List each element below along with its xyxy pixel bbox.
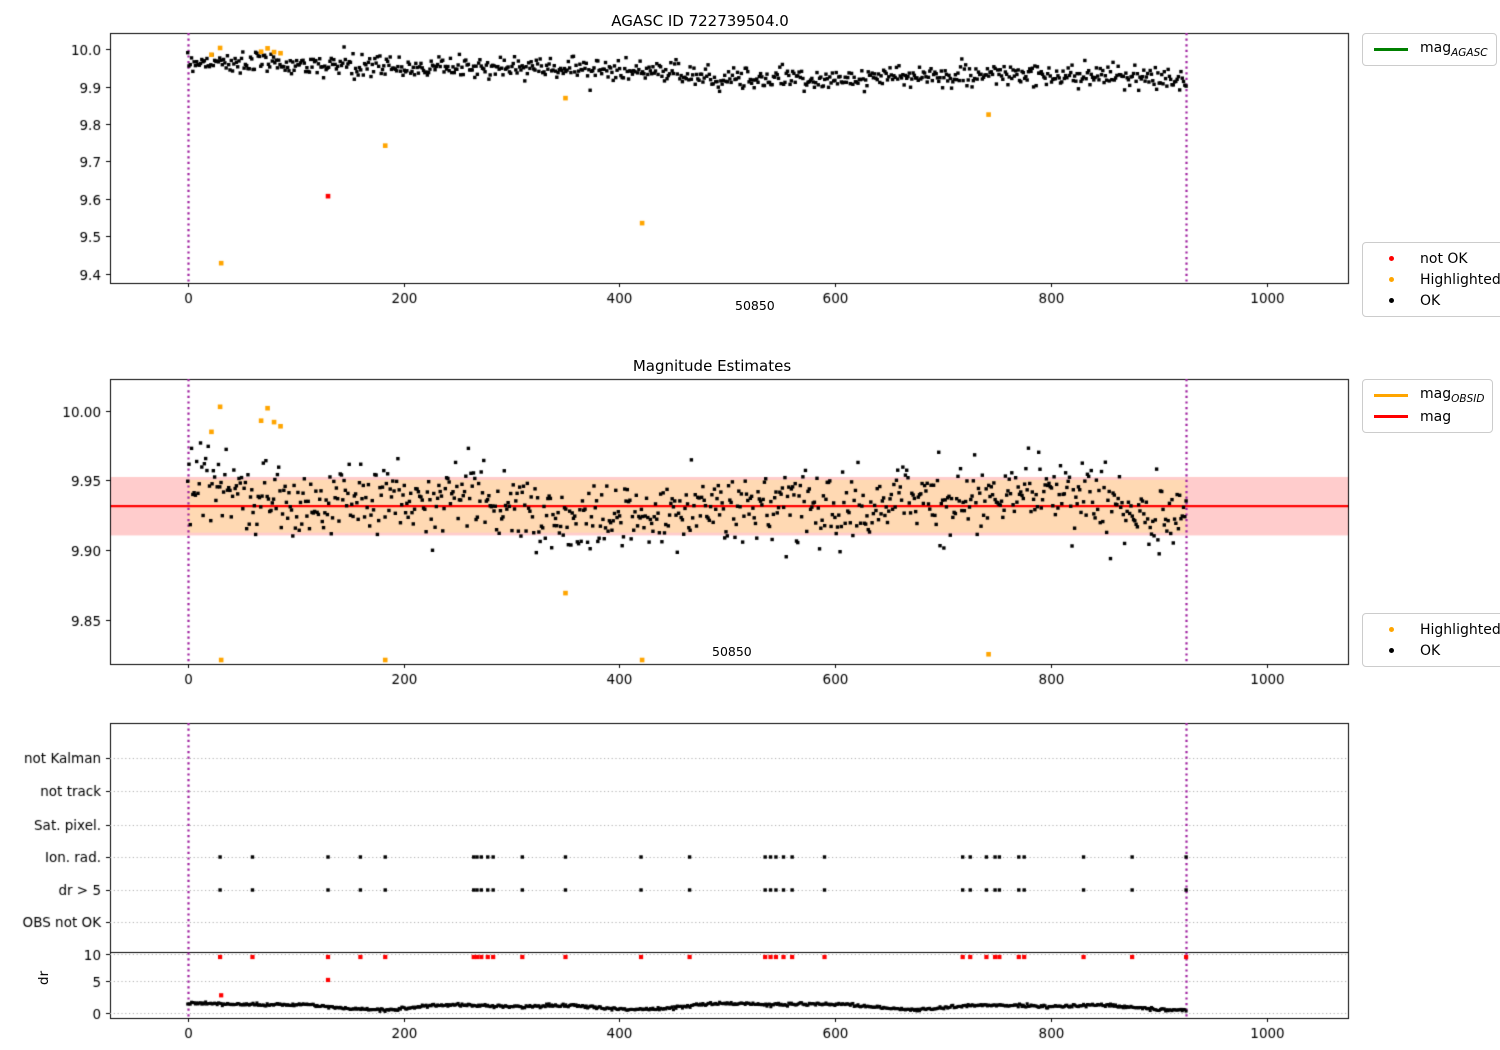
legend-line-swatch [1371,394,1411,397]
legend-dot-swatch [1371,256,1411,261]
legend-item-label: magOBSID [1420,386,1485,405]
legend-mag-lines[interactable]: magOBSID mag [1362,379,1494,433]
legend-item-mag: magAGASC [1371,39,1488,60]
legend-dot-icon [1388,277,1394,282]
legend-mag-agasc[interactable]: magAGASC [1362,33,1497,66]
legend-item-label: OK [1420,642,1441,659]
legend-item-mag: mag [1371,406,1484,427]
legend-item-mag: magOBSID [1371,385,1484,406]
legend-dot-icon [1388,256,1394,261]
legend-item-label: Highlighted [1420,271,1500,288]
legend-line-swatch [1371,48,1411,51]
legend-item-not-ok: not OK [1371,248,1500,269]
legend-item-label: magAGASC [1420,40,1488,59]
legend-dot-icon [1388,627,1394,632]
legend-dot-icon [1388,298,1394,303]
legend-dot-swatch [1371,298,1411,303]
legend-point-classes-bottom[interactable]: Highlighted OK [1362,613,1500,667]
legend-dot-swatch [1371,627,1411,632]
legend-item-label: OK [1420,292,1441,309]
legend-dot-swatch [1371,648,1411,653]
legend-item-label: not OK [1420,250,1468,267]
legend-line-swatch [1371,415,1411,418]
legend-item-ok: OK [1371,290,1500,311]
legend-item-label: mag [1420,408,1452,425]
legend-item-ok: OK [1371,640,1500,661]
legend-item-label: Highlighted [1420,621,1500,638]
legend-item-highlighted: Highlighted [1371,269,1500,290]
legend-point-classes-top[interactable]: not OK Highlighted OK [1362,242,1500,317]
legend-line-icon [1374,394,1408,397]
legend-line-icon [1374,415,1408,418]
legend-item-highlighted: Highlighted [1371,619,1500,640]
legend-dot-swatch [1371,277,1411,282]
legend-dot-icon [1388,648,1394,653]
legend-line-icon [1374,48,1408,51]
